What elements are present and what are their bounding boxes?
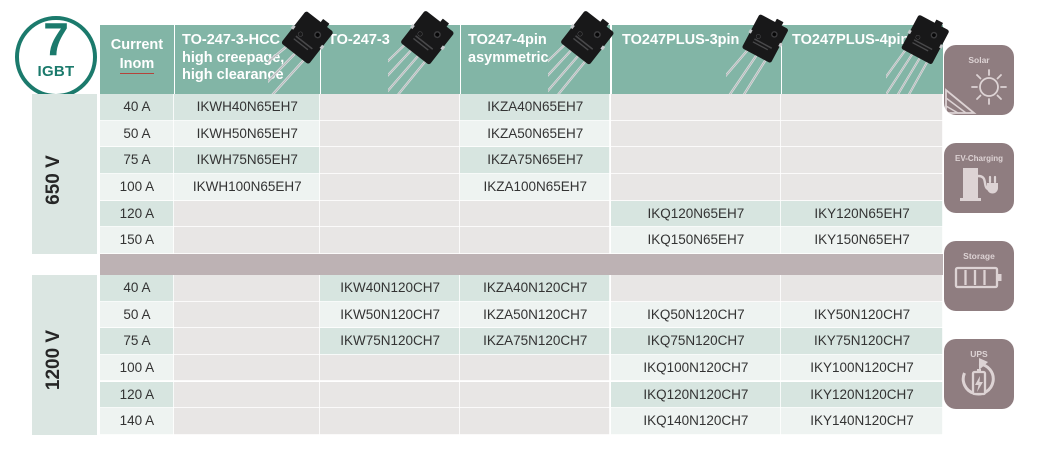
svg-text:UPS: UPS — [970, 349, 988, 359]
svg-text:Storage: Storage — [963, 251, 995, 261]
svg-text:Solar: Solar — [968, 55, 990, 65]
svg-text:EV-Charging: EV-Charging — [955, 154, 1003, 163]
